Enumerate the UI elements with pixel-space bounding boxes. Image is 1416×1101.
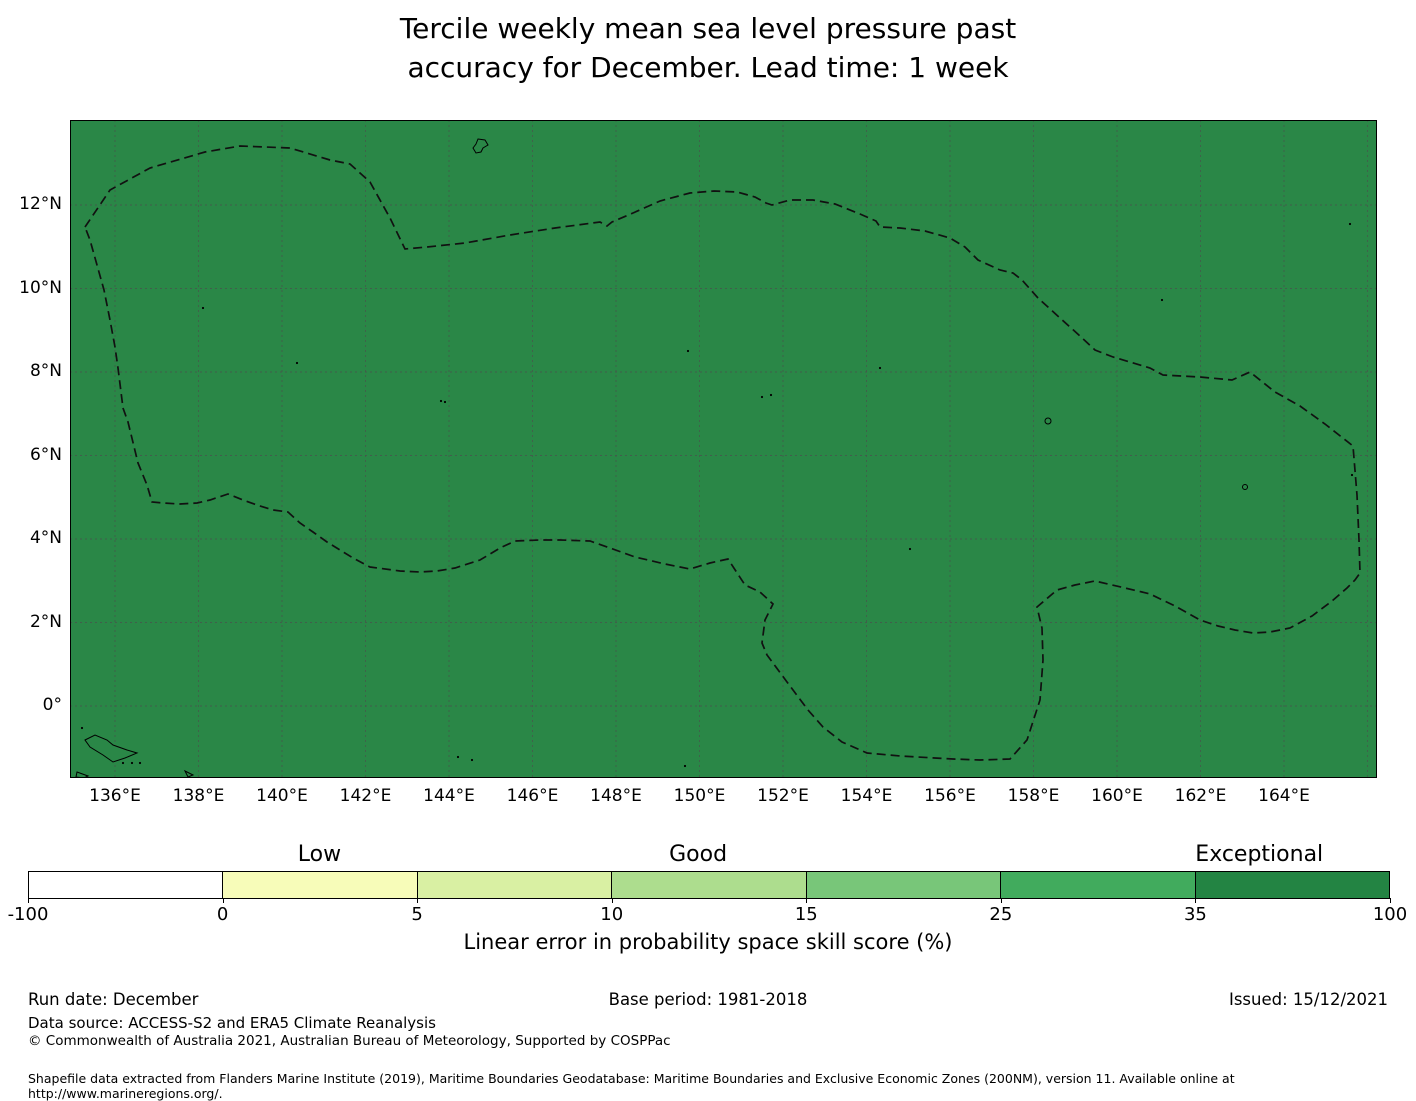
islet-dot: [1160, 298, 1164, 302]
lat-tick-label: 10°N: [19, 277, 62, 298]
data-source-text: Data source: ACCESS-S2 and ERA5 Climate …: [28, 1014, 436, 1032]
run-date-text: Run date: December: [28, 990, 199, 1009]
lon-tick-label: 160°E: [1091, 786, 1143, 806]
colorbar-tick-label: 10: [600, 904, 624, 925]
chart-title-line-2: accuracy for December. Lead time: 1 week: [407, 51, 1009, 84]
map-plot: [70, 120, 1377, 778]
island-coastline: [1044, 417, 1052, 425]
colorbar-tick-mark: [1195, 898, 1197, 903]
colorbar-tick-mark: [222, 898, 224, 903]
chart-title-line-1: Tercile weekly mean sea level pressure p…: [399, 12, 1017, 45]
colorbar-tick-label: 5: [411, 904, 423, 925]
ocean-fill: [70, 120, 1377, 778]
lon-tick-label: 138°E: [172, 786, 225, 806]
lat-tick-label: 2°N: [29, 611, 62, 632]
colorbar-tick-mark: [1390, 898, 1391, 903]
colorbar-tick-mark: [1000, 898, 1002, 903]
copyright-text: © Commonwealth of Australia 2021, Austra…: [28, 1033, 671, 1049]
islet-dot: [80, 726, 84, 730]
shapefile-attribution-text: Shapefile data extracted from Flanders M…: [28, 1071, 1235, 1101]
lon-tick-label: 142°E: [339, 786, 392, 806]
colorbar-tick-mark: [28, 898, 29, 903]
islet-dot: [769, 393, 773, 397]
colorbar-tick-label: 100: [1372, 904, 1408, 925]
colorbar-segment: [416, 872, 612, 898]
lon-tick-label: 136°E: [89, 786, 141, 806]
colorbar-segment: [29, 872, 223, 898]
colorbar: [28, 871, 1390, 899]
colorbar-tick-label: 35: [1183, 904, 1207, 925]
eez-boundary: [84, 145, 1361, 761]
islet-dot: [1348, 222, 1352, 226]
island-coastline: [75, 771, 90, 778]
island-coastline: [84, 734, 139, 763]
lon-tick-label: 156°E: [924, 786, 976, 806]
islet-dot: [760, 395, 764, 399]
lon-tick-label: 162°E: [1174, 786, 1227, 806]
islet-dot: [443, 400, 447, 404]
lon-tick-label: 148°E: [590, 786, 642, 806]
colorbar-segment: [1000, 872, 1195, 898]
islet-dot: [456, 755, 460, 759]
colorbar-segment: [805, 872, 1001, 898]
islet-dot: [686, 349, 690, 353]
colorbar-tick-label: 25: [989, 904, 1013, 925]
lon-tick-label: 154°E: [840, 786, 893, 806]
island-coastline: [183, 769, 195, 778]
colorbar-tick-label: -100: [7, 904, 49, 925]
colorbar-segment: [1194, 872, 1389, 898]
islet-dot: [295, 361, 299, 365]
colorbar-segment: [611, 872, 806, 898]
colorbar-tick-label: 0: [216, 904, 229, 925]
colorbar-category-label: Exceptional: [1195, 842, 1324, 867]
islet-dot: [138, 761, 142, 765]
island-coastline: [472, 138, 489, 154]
colorbar-tick-label: 15: [794, 904, 818, 925]
lon-tick-label: 140°E: [256, 786, 308, 806]
lat-tick-label: 12°N: [19, 194, 62, 214]
lon-tick-label: 158°E: [1007, 786, 1060, 806]
lat-tick-label: 6°N: [29, 444, 62, 465]
colorbar-tick-mark: [806, 898, 808, 903]
colorbar-category-label: Low: [297, 842, 342, 867]
lon-tick-label: 146°E: [506, 786, 559, 806]
islet-dot: [201, 306, 205, 310]
islet-dot: [1350, 473, 1354, 477]
issued-date-text: Issued: 15/12/2021: [1228, 990, 1388, 1009]
base-period-text: Base period: 1981-2018: [608, 990, 808, 1009]
colorbar-tick-mark: [611, 898, 613, 903]
islet-dot: [878, 366, 882, 370]
island-coastline: [1242, 484, 1248, 490]
colorbar-category-label: Good: [669, 842, 728, 867]
colorbar-segment: [222, 872, 417, 898]
colorbar-tick-mark: [417, 898, 419, 903]
islet-dot: [130, 761, 134, 765]
lon-tick-label: 152°E: [757, 786, 809, 806]
islet-dot: [683, 764, 687, 768]
lon-tick-label: 150°E: [673, 786, 726, 806]
lat-tick-label: 8°N: [29, 361, 62, 381]
islet-dot: [439, 399, 443, 403]
lon-tick-label: 144°E: [423, 786, 475, 806]
colorbar-axis-label: Linear error in probability space skill …: [463, 930, 953, 954]
lon-tick-label: 164°E: [1258, 786, 1310, 806]
map-border: [70, 120, 1377, 778]
islet-dot: [470, 758, 474, 762]
islet-dot: [121, 761, 125, 765]
islet-dot: [908, 547, 912, 551]
lat-tick-label: 4°N: [29, 528, 62, 548]
lat-tick-label: 0°: [42, 695, 62, 715]
